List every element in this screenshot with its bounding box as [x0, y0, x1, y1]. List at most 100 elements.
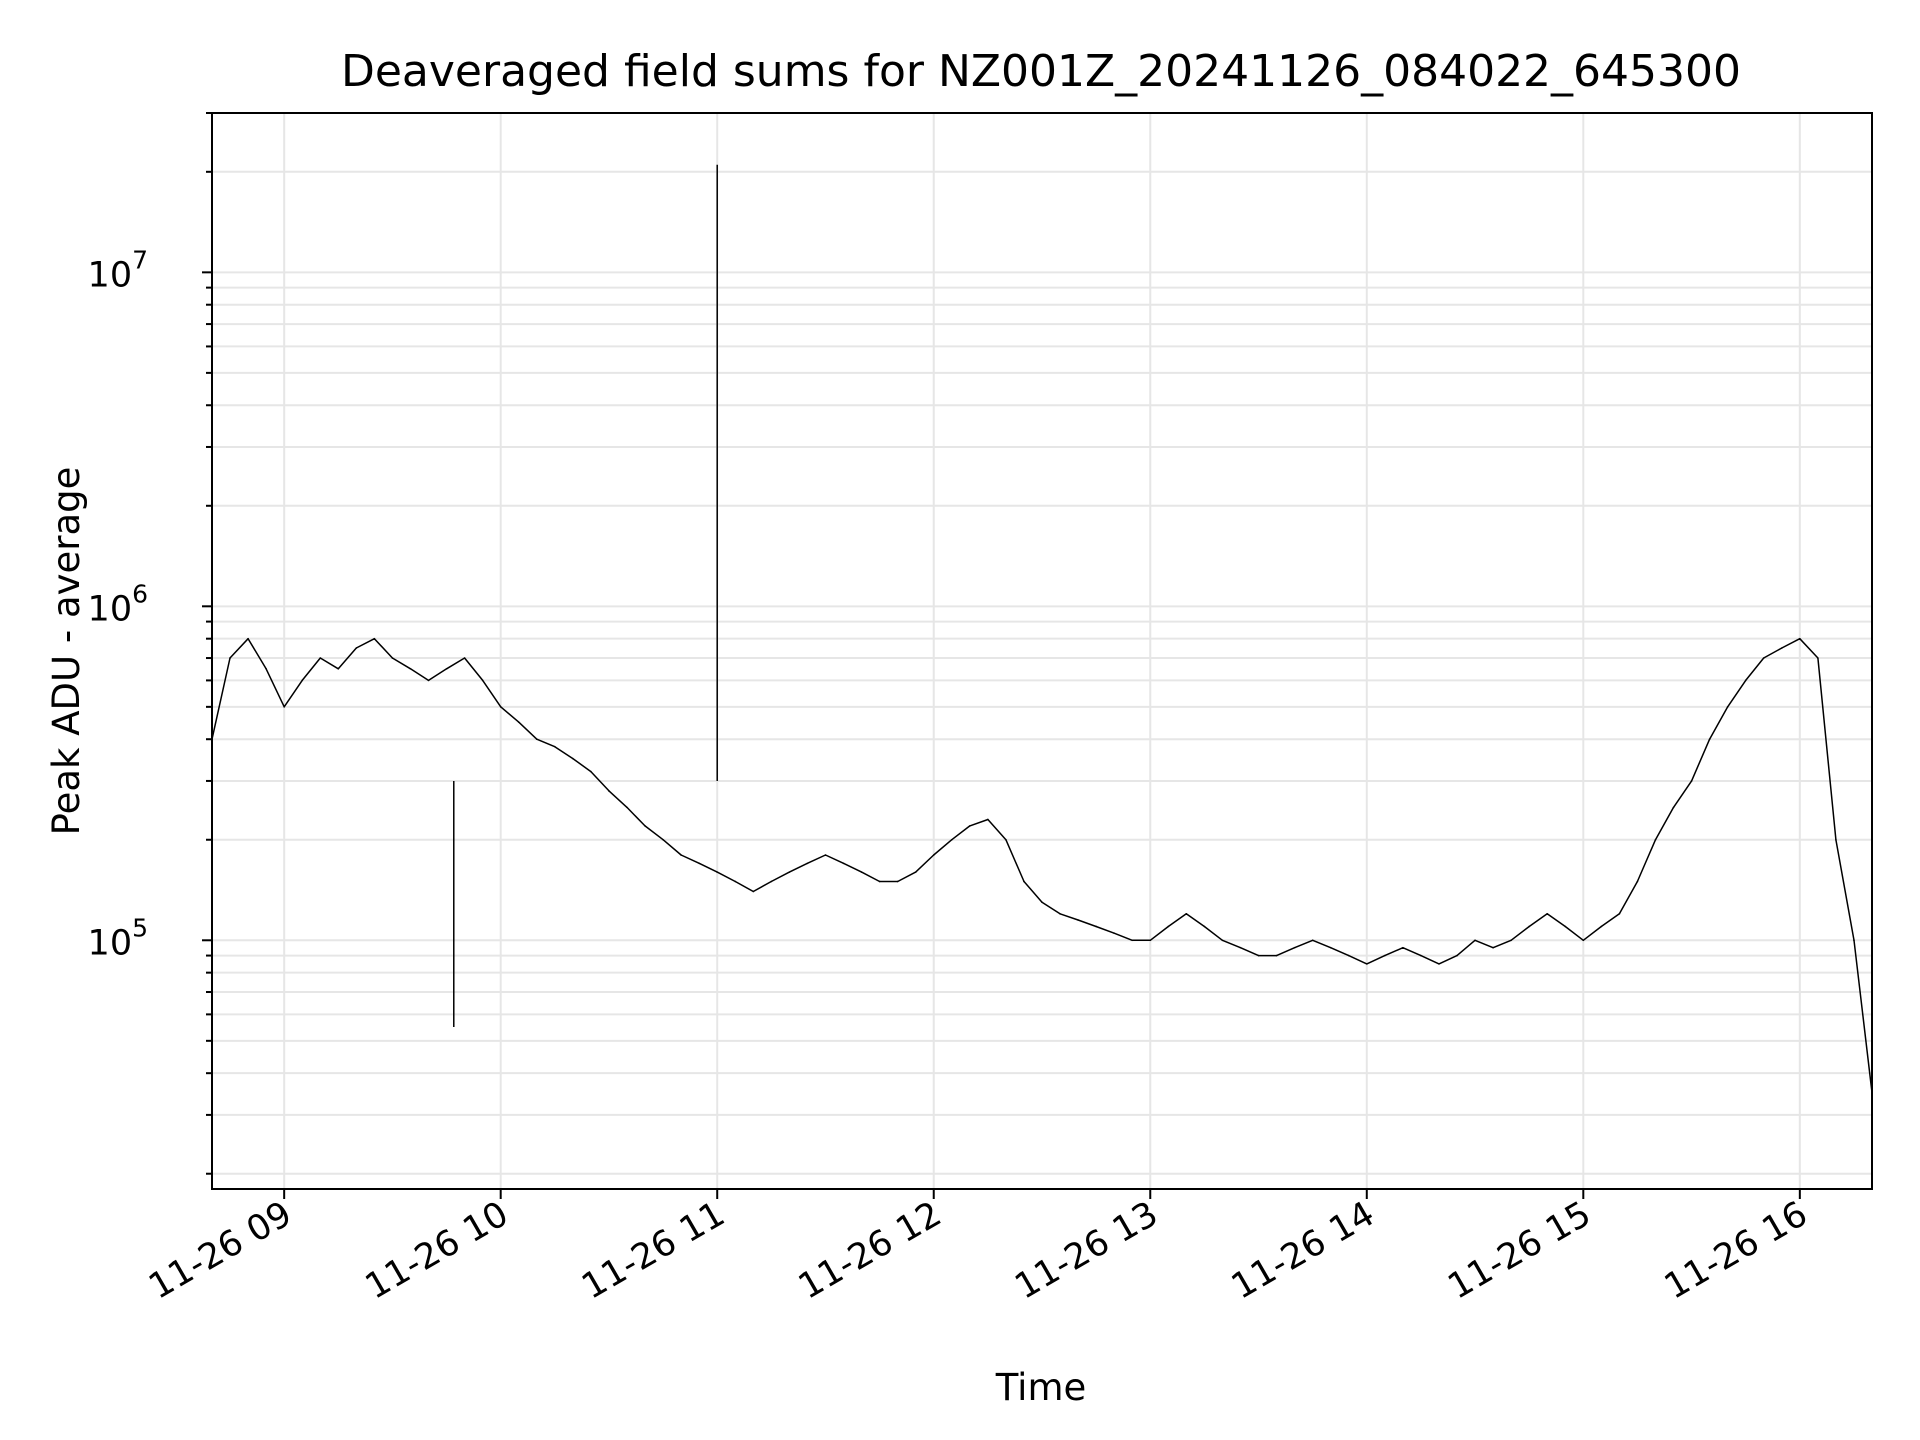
- data-point: [517, 721, 520, 723]
- data-point: [914, 871, 917, 873]
- data-point: [1618, 913, 1621, 915]
- data-point: [1564, 925, 1567, 928]
- data-point: [806, 862, 809, 865]
- data-point: [427, 679, 430, 682]
- data-point: [337, 667, 340, 670]
- y-tick-label: 105: [88, 913, 148, 963]
- data-point: [1799, 637, 1801, 640]
- data-point: [1600, 925, 1603, 928]
- data-point: [1384, 954, 1386, 957]
- y-axis: 105 106 107: [88, 112, 212, 1175]
- data-point: [572, 757, 574, 760]
- data-point: [824, 854, 827, 856]
- data-point: [1817, 657, 1819, 659]
- data-point: [644, 825, 646, 827]
- data-point: [590, 770, 592, 773]
- plot-frame: [211, 112, 1873, 1190]
- x-tick-label: 11-26 09: [142, 1194, 298, 1307]
- data-point: [950, 838, 953, 841]
- data-point: [1546, 913, 1549, 915]
- x-tick-label: 11-26 12: [792, 1194, 948, 1307]
- x-tick-label: 11-26 13: [1008, 1194, 1164, 1307]
- data-point: [878, 880, 881, 883]
- data-point: [896, 880, 899, 883]
- data-point: [1221, 939, 1224, 942]
- data-point: [969, 825, 971, 827]
- data-point: [1456, 954, 1458, 957]
- series-layer: [211, 164, 1873, 1142]
- data-point: [1365, 963, 1368, 965]
- data-point: [1095, 925, 1097, 928]
- data-point: [247, 637, 249, 640]
- x-tick-label: 11-26 14: [1225, 1194, 1381, 1307]
- data-point: [301, 679, 304, 682]
- data-point: [987, 818, 989, 821]
- data-point: [1690, 780, 1693, 782]
- data-point: [1059, 913, 1061, 915]
- data-point: [680, 854, 682, 856]
- data-point: [608, 790, 610, 792]
- data-point: [554, 745, 556, 748]
- data-point: [1853, 939, 1855, 942]
- data-point: [1510, 939, 1512, 942]
- data-point: [1438, 963, 1440, 965]
- data-point: [662, 838, 664, 841]
- data-point: [734, 880, 737, 883]
- x-tick-label: 11-26 16: [1658, 1194, 1814, 1307]
- data-point: [1131, 939, 1134, 942]
- data-point: [1167, 925, 1170, 928]
- data-point: [445, 667, 448, 670]
- data-point: [481, 679, 484, 682]
- data-point: [1041, 901, 1043, 904]
- data-point: [1329, 946, 1332, 949]
- data-point: [788, 871, 791, 873]
- data-point: [860, 871, 863, 873]
- data-point: [499, 706, 502, 708]
- data-point: [716, 871, 719, 873]
- x-tick-label: 11-26 11: [575, 1194, 731, 1307]
- data-point: [355, 647, 358, 649]
- grid: [212, 112, 1872, 1189]
- data-point: [1636, 880, 1639, 883]
- data-point: [1257, 954, 1260, 957]
- data-point: [1113, 932, 1115, 935]
- data-point: [1239, 946, 1242, 949]
- data-point: [1023, 880, 1025, 883]
- x-tick-label: 11-26 15: [1442, 1194, 1598, 1307]
- y-axis-label: Peak ADU - average: [45, 467, 88, 836]
- data-point: [1149, 939, 1152, 942]
- data-point: [229, 657, 231, 659]
- data-point: [391, 657, 394, 659]
- x-axis-label: Time: [995, 1366, 1087, 1409]
- data-point: [1077, 919, 1079, 921]
- data-point: [409, 667, 412, 670]
- data-point: [1347, 954, 1350, 957]
- data-point: [1762, 657, 1765, 659]
- data-point: [752, 890, 755, 893]
- data-point: [1708, 738, 1711, 741]
- data-point: [1744, 679, 1747, 682]
- data-point: [535, 738, 538, 741]
- data-point: [1780, 647, 1783, 649]
- data-point: [463, 657, 466, 659]
- data-point: [842, 862, 845, 865]
- data-point: [265, 667, 267, 670]
- data-point: [373, 637, 376, 640]
- data-point: [1672, 806, 1675, 809]
- data-point: [1203, 925, 1206, 928]
- data-point: [1474, 939, 1476, 942]
- data-point: [1420, 954, 1422, 957]
- data-point: [1654, 838, 1657, 841]
- y-tick-label: 106: [88, 579, 148, 629]
- y-tick-label: 107: [88, 245, 148, 295]
- data-point: [1835, 838, 1837, 841]
- data-point: [283, 706, 285, 708]
- data-point: [626, 806, 628, 809]
- data-point: [1005, 838, 1007, 841]
- data-point: [1311, 939, 1314, 942]
- data-point: [1492, 946, 1494, 949]
- data-point: [1275, 954, 1278, 957]
- data-point: [1402, 946, 1404, 949]
- data-point: [1293, 946, 1296, 949]
